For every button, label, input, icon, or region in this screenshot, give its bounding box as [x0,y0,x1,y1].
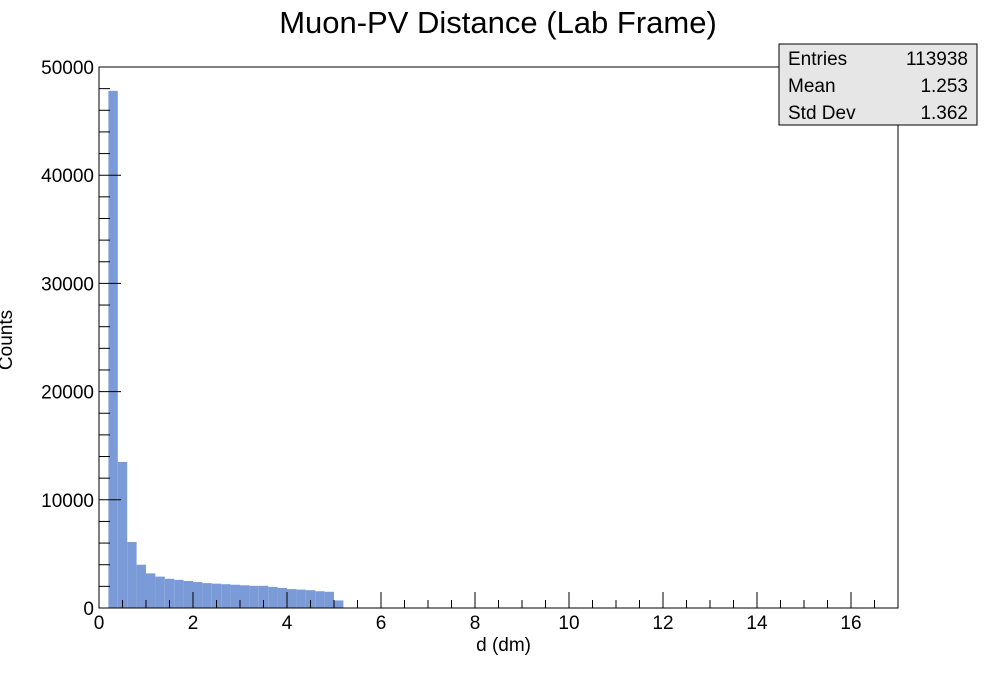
y-tick-label: 20000 [41,383,94,404]
y-tick-label: 50000 [41,58,94,79]
plot-frame [98,66,899,609]
stats-value: 113938 [906,49,968,70]
x-tick-label: 8 [470,613,481,634]
x-tick-label: 0 [94,613,105,634]
histogram-bar [268,586,278,608]
histogram-bar [183,580,193,608]
stats-label: Std Dev [788,103,856,124]
histogram-bar [296,589,306,608]
histogram-bar [174,579,184,608]
histogram-bar [164,578,175,608]
x-tick-label: 12 [652,613,673,634]
y-axis-title: Counts [0,310,17,370]
stats-value: 1.362 [920,103,968,124]
x-tick-label: 6 [376,613,387,634]
histogram-bar [240,585,250,608]
x-axis-title: d (dm) [476,635,531,656]
x-tick-label: 16 [840,613,861,634]
histogram-bar [287,589,297,608]
histogram-bar [230,584,240,608]
x-tick-label: 2 [188,613,199,634]
stats-label: Entries [788,49,847,70]
stats-box-frame [778,43,978,126]
histogram-bar [202,583,212,608]
y-axis-ticks: 0 10000 20000 30000 40000 50000 [41,58,121,620]
y-tick-label: 30000 [41,274,94,295]
y-tick-label: 40000 [41,166,94,187]
x-tick-label: 14 [746,613,768,634]
histogram-bar [221,584,231,608]
histogram-bar [127,542,137,608]
histogram-bar [315,591,325,608]
histogram-bar [258,585,269,608]
x-tick-label: 10 [558,613,579,634]
histogram-bar [117,461,128,608]
histogram-bar [155,576,165,608]
y-tick-label: 0 [83,599,94,620]
stats-value: 1.253 [920,76,968,97]
histogram-bar [193,582,203,608]
x-tick-label: 4 [282,613,293,634]
histogram-bar [146,573,156,608]
histogram-bar [249,585,259,608]
histogram-bar [136,564,146,608]
y-tick-label: 10000 [41,491,94,512]
stats-label: Mean [788,76,836,97]
histogram-bar [277,587,287,608]
histogram-bar [334,600,344,608]
histogram-bar [211,583,222,608]
histogram-bar [324,591,334,608]
histogram-bar [305,590,316,608]
histogram-bars [108,90,344,609]
histogram-bar [108,90,118,609]
x-axis-ticks: 0 2 4 6 8 10 12 14 16 [94,592,875,634]
stats-box: Entries 113938 Mean 1.253 Std Dev 1.362 [778,43,978,126]
chart-title: Muon-PV Distance (Lab Frame) [279,5,717,40]
